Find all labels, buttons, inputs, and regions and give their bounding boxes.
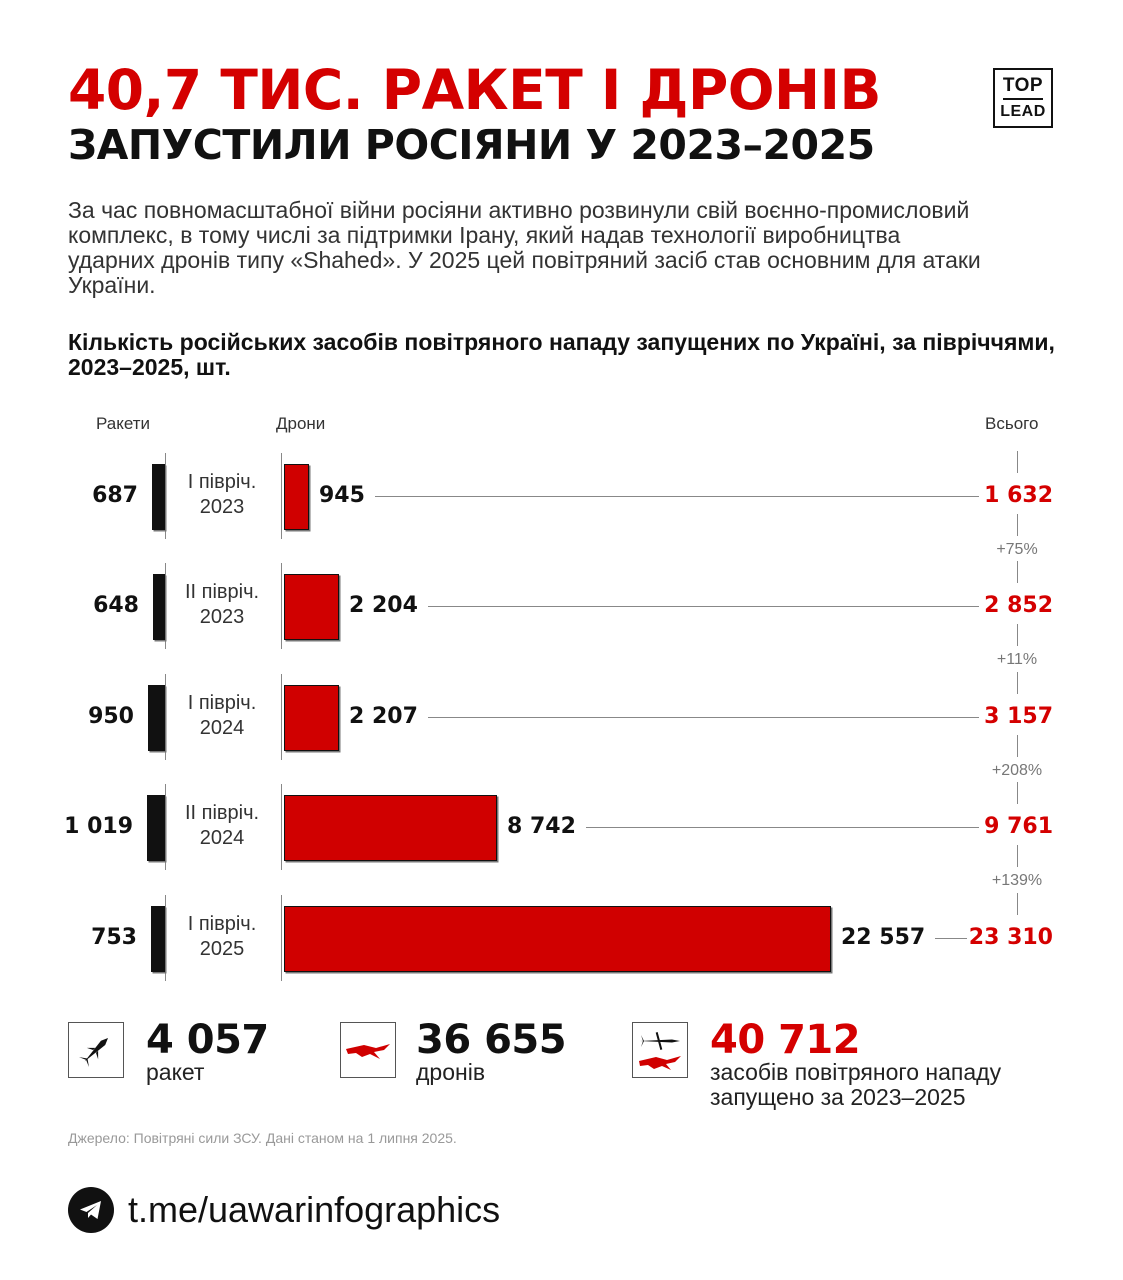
row-divider-right (281, 453, 282, 539)
source-note: Джерело: Повітряні сили ЗСУ. Дані станом… (68, 1130, 457, 1146)
period-label: І півріч. 2025 (167, 912, 277, 962)
drone-bar (284, 795, 497, 861)
telegram-plane-glyph (80, 1201, 101, 1219)
period-label-year: 2023 (199, 496, 245, 518)
page-title-line2: ЗАПУСТИЛИ РОСІЯНИ У 2023–2025 (68, 121, 875, 169)
summary-total-label-line1: засобів повітряного нападу (710, 1059, 1002, 1085)
period-label: І півріч. 2024 (167, 691, 277, 741)
col-header-missiles: Ракети (96, 414, 151, 433)
logo-bottom-text: LEAD (1000, 102, 1046, 120)
total-value: 9 761 (984, 814, 1053, 839)
drone-bar (284, 464, 309, 530)
total-connector-top (1017, 893, 1018, 915)
missile-value: 687 (92, 483, 138, 508)
period-label-year: 2024 (199, 717, 245, 739)
missile-bar (152, 464, 165, 530)
total-connector-top (1017, 451, 1018, 473)
row-divider-right (281, 895, 282, 981)
logo-divider (1003, 98, 1043, 100)
summary-drones-label: дронів (416, 1059, 486, 1085)
change-percent: +11% (996, 651, 1038, 668)
period-label-half: І півріч. (187, 692, 257, 714)
total-connector-bottom (1017, 514, 1018, 536)
drone-value: 945 (319, 483, 365, 508)
drone-bar (284, 685, 339, 751)
row-divider-left (165, 453, 166, 539)
summary-drones-number: 36 655 (416, 1017, 567, 1063)
missile-bar (151, 906, 165, 972)
guide-line (427, 717, 979, 718)
total-value: 23 310 (968, 925, 1053, 950)
row-divider-right (281, 784, 282, 870)
guide-line (374, 496, 979, 497)
guide-line (585, 827, 979, 828)
summary-missiles-number: 4 057 (146, 1017, 269, 1063)
missile-value: 1 019 (64, 814, 133, 839)
total-connector-top (1017, 782, 1018, 804)
total-connector-bottom (1017, 735, 1018, 757)
missile-bar (148, 685, 165, 751)
guide-line (935, 938, 967, 939)
summary-total-label-line2: запущено за 2023–2025 (710, 1084, 966, 1110)
drone-value: 2 204 (349, 593, 418, 618)
drone-bar (284, 574, 339, 640)
drone-bar (284, 906, 831, 972)
row-divider-left (165, 784, 166, 870)
period-label-half: ІІ півріч. (184, 802, 260, 824)
chart-title: Кількість російських засобів повітряного… (68, 329, 1055, 380)
missile-value: 648 (93, 593, 139, 618)
missile-and-drone-icon (639, 1032, 681, 1070)
period-label-year: 2025 (199, 938, 245, 960)
total-connector-top (1017, 672, 1018, 694)
missile-bar (153, 574, 165, 640)
period-label-year: 2023 (199, 606, 245, 628)
total-value: 3 157 (984, 704, 1053, 729)
period-label-half: І півріч. (187, 471, 257, 493)
total-connector-top (1017, 561, 1018, 583)
row-divider-left (165, 895, 166, 981)
change-percent: +139% (991, 872, 1043, 889)
drone-value: 8 742 (507, 814, 576, 839)
total-value: 1 632 (984, 483, 1053, 508)
missile-bar (147, 795, 165, 861)
logo-top-text: TOP (1002, 75, 1044, 96)
missile-value: 950 (88, 704, 134, 729)
missile-icon (79, 1037, 109, 1067)
row-divider-left (165, 674, 166, 760)
page-title: 40,7 ТИС. РАКЕТ І ДРОНІВ (68, 58, 881, 122)
summary-missiles-label: ракет (146, 1059, 205, 1085)
row-divider-right (281, 563, 282, 649)
drone-icon (346, 1044, 390, 1059)
col-header-total: Всього (985, 414, 1039, 433)
missile-value: 753 (91, 925, 137, 950)
period-label: ІІ півріч. 2023 (167, 580, 277, 630)
change-percent: +75% (996, 541, 1038, 558)
total-connector-bottom (1017, 845, 1018, 867)
telegram-link[interactable]: t.me/uawarinfographics (128, 1189, 501, 1230)
total-value: 2 852 (984, 593, 1053, 618)
period-label: ІІ півріч. 2024 (167, 801, 277, 851)
summary-missile-box (68, 1022, 124, 1078)
period-label-half: ІІ півріч. (184, 581, 260, 603)
guide-line (427, 606, 979, 607)
period-label-half: І півріч. (187, 913, 257, 935)
drone-value: 2 207 (349, 704, 418, 729)
summary-combined-box (632, 1022, 688, 1078)
chart-area: 687 І півріч. 2023 945 1 632 648 ІІ півріч. 202… (64, 451, 1053, 981)
row-divider-left (165, 563, 166, 649)
drone-value: 22 557 (841, 925, 926, 950)
change-percent: +208% (991, 762, 1043, 779)
col-header-drones: Дрони (276, 414, 326, 433)
period-label: І півріч. 2023 (167, 470, 277, 520)
summary-drone-box (340, 1022, 396, 1078)
telegram-icon[interactable] (68, 1187, 114, 1233)
summary-total-number: 40 712 (710, 1017, 861, 1063)
intro-paragraph: За час повномасштабної війни росіяни акт… (68, 197, 981, 298)
row-divider-right (281, 674, 282, 760)
top-lead-logo: TOP LEAD (993, 68, 1053, 128)
period-label-year: 2024 (199, 827, 245, 849)
total-connector-bottom (1017, 624, 1018, 646)
